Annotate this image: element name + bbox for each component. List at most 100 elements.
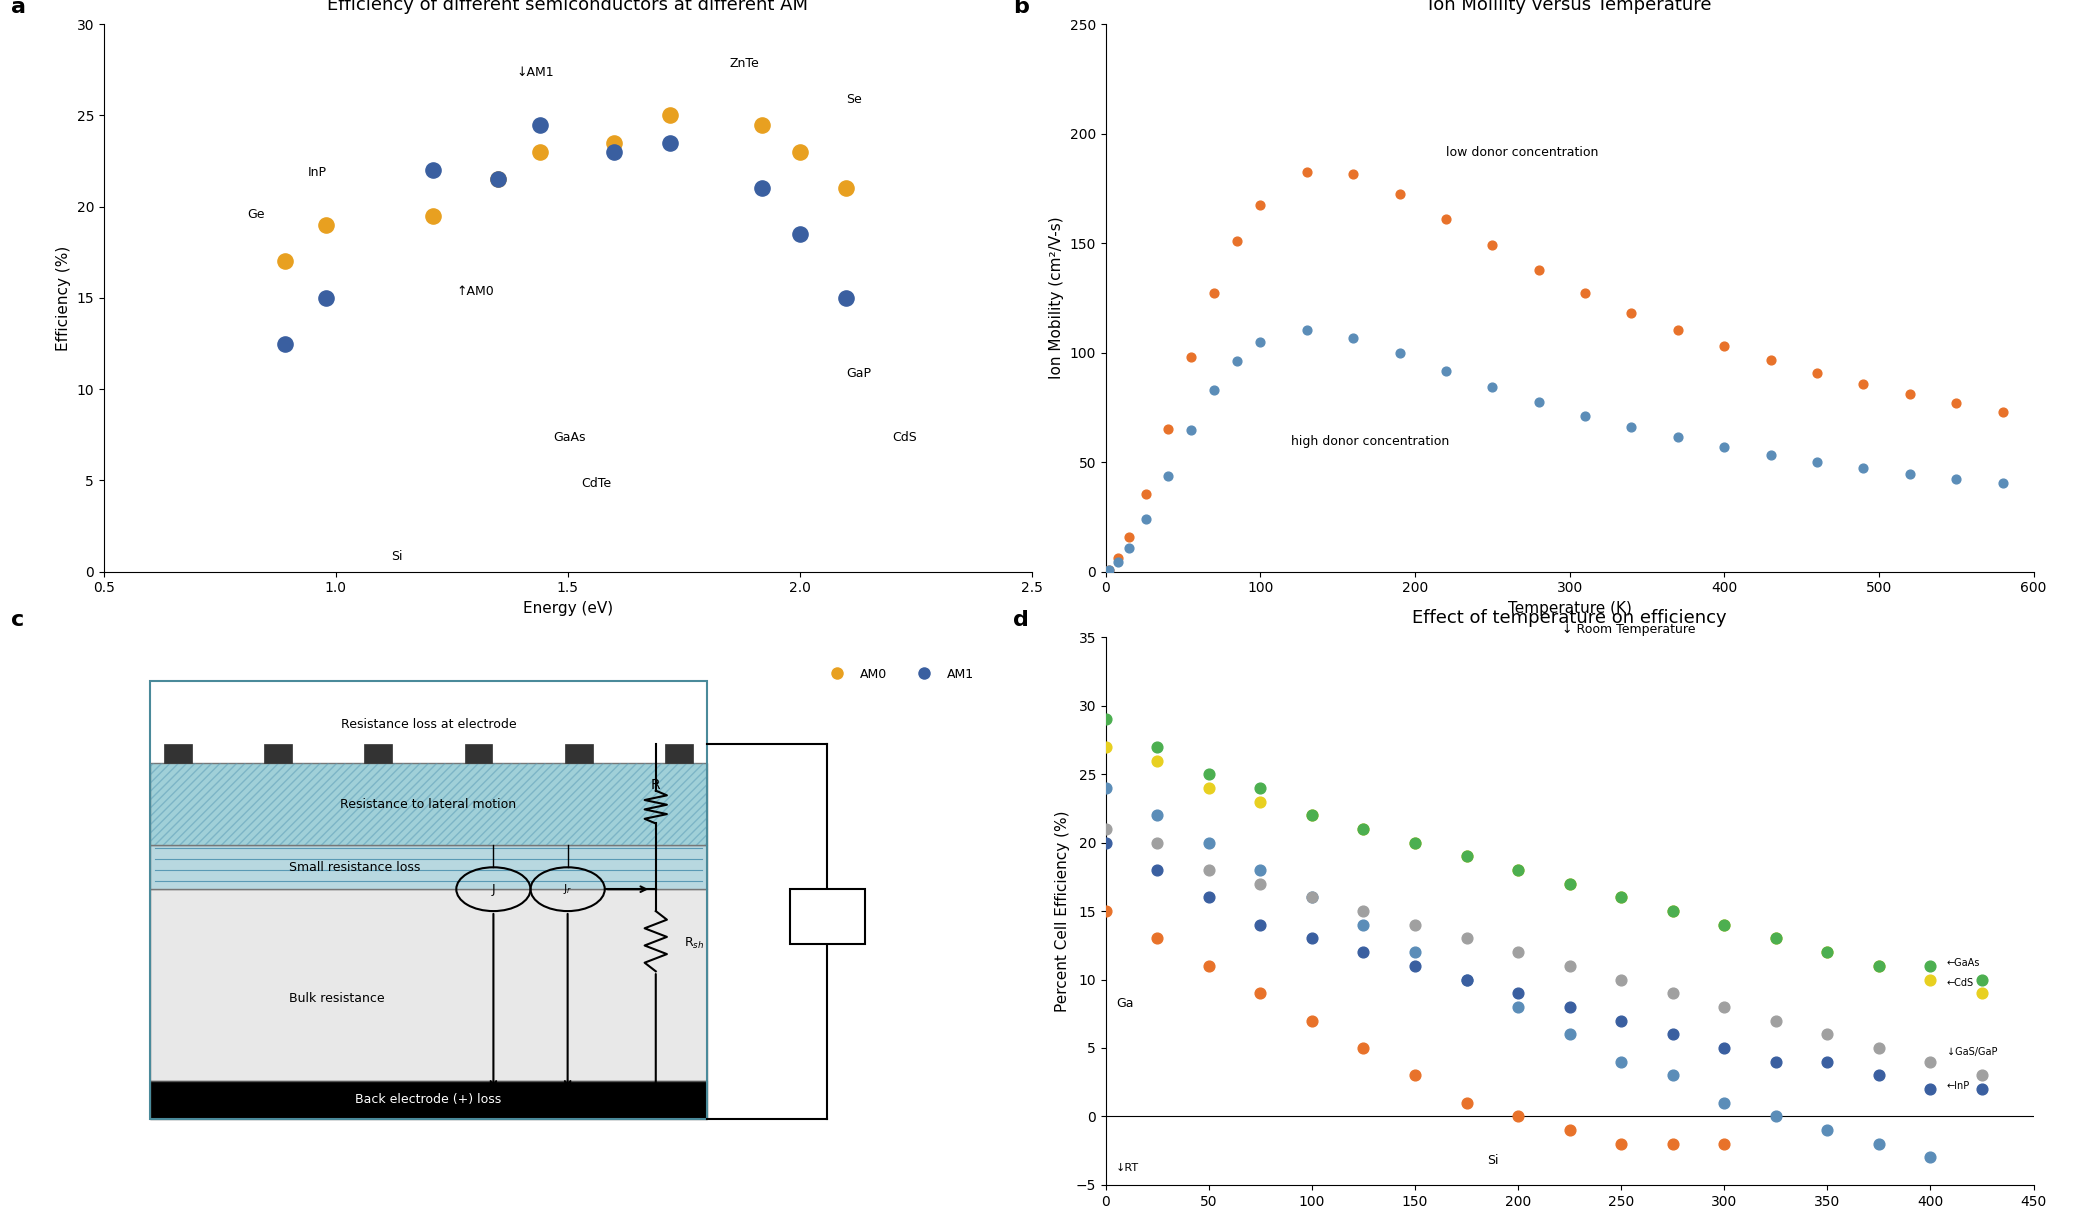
Text: InP: InP (307, 167, 328, 179)
Si (1089, 902, 1123, 921)
Point (1708, 436, 1741, 456)
GaS/GaP (1089, 820, 1123, 839)
Point (1475, 236, 1509, 255)
Point (1291, 162, 1324, 181)
GaAs (1861, 956, 1894, 976)
Text: Si: Si (392, 550, 403, 562)
Point (1847, 458, 1880, 478)
Ge (1347, 915, 1380, 935)
CdS (1399, 833, 1432, 852)
GaS/GaP (1811, 1024, 1845, 1043)
InP (1913, 1080, 1946, 1099)
Text: CdS: CdS (892, 430, 917, 444)
Point (417, 161, 450, 180)
Point (309, 215, 342, 235)
Text: R: R (652, 779, 660, 792)
Point (1102, 549, 1135, 568)
GaAs (1502, 861, 1536, 880)
CdS (1347, 820, 1380, 839)
CdS (1861, 956, 1894, 976)
Y-axis label: Percent Cell Efficiency (%): Percent Cell Efficiency (%) (1054, 810, 1071, 1012)
Text: Small resistance loss: Small resistance loss (288, 861, 421, 874)
Point (1243, 332, 1276, 352)
Si (1141, 929, 1174, 948)
Text: R$_{sh}$: R$_{sh}$ (683, 937, 703, 951)
Point (1091, 560, 1125, 579)
Point (1243, 195, 1276, 214)
Point (1382, 343, 1415, 363)
Point (1129, 484, 1162, 503)
Point (523, 143, 556, 162)
Ge (1604, 1052, 1637, 1071)
Bar (149, 889, 708, 1081)
Text: GaAs: GaAs (554, 430, 587, 444)
Point (1662, 320, 1695, 340)
Legend: AM0, AM1: AM0, AM1 (820, 663, 979, 686)
Point (830, 288, 863, 307)
Text: b: b (1013, 0, 1029, 17)
Point (268, 334, 301, 353)
Si (1295, 1011, 1328, 1030)
GaAs (1708, 915, 1741, 935)
Si (1604, 1134, 1637, 1153)
GaS/GaP (1141, 833, 1174, 852)
GaS/GaP (1604, 970, 1637, 989)
Point (1708, 336, 1741, 355)
Y-axis label: Ion Mobility (cm²/V-s): Ion Mobility (cm²/V-s) (1050, 216, 1064, 380)
Point (598, 143, 631, 162)
Legend: Donor=2.7e18 cm-3, Donor=1.3e18 cm-3: Donor=2.7e18 cm-3, Donor=1.3e18 cm-3 (1390, 679, 1749, 702)
Ge (1861, 1134, 1894, 1153)
Point (1174, 420, 1208, 439)
GaS/GaP (1552, 956, 1585, 976)
Si (1193, 956, 1226, 976)
Y-axis label: Efficiency (%): Efficiency (%) (56, 245, 71, 351)
Point (1569, 283, 1602, 302)
GaAs (1141, 737, 1174, 757)
Point (1430, 361, 1463, 381)
Point (1174, 348, 1208, 368)
GaS/GaP (1760, 1011, 1793, 1030)
Point (1523, 393, 1556, 412)
Point (1197, 283, 1230, 302)
Bar (465, 744, 492, 763)
GaS/GaP (1243, 874, 1276, 893)
Point (309, 288, 342, 307)
Text: Si: Si (1488, 1155, 1498, 1168)
Point (1291, 320, 1324, 340)
GaAs (1913, 956, 1946, 976)
Point (1197, 381, 1230, 400)
Point (654, 105, 687, 125)
GaS/GaP (1347, 902, 1380, 921)
Point (1753, 445, 1787, 464)
Ge (1141, 805, 1174, 825)
Point (1614, 417, 1648, 436)
Point (1801, 363, 1834, 382)
Si (1347, 1039, 1380, 1058)
Point (1336, 329, 1370, 348)
GaAs (1604, 887, 1637, 907)
Text: J: J (492, 883, 496, 896)
Ge (1450, 970, 1484, 989)
Point (1569, 406, 1602, 426)
Ge (1913, 1147, 1946, 1167)
Ge (1552, 1024, 1585, 1043)
Text: ↑AM0: ↑AM0 (456, 285, 494, 297)
Text: J$_r$: J$_r$ (562, 883, 573, 896)
GaS/GaP (1193, 861, 1226, 880)
CdS (1708, 915, 1741, 935)
GaAs (1450, 846, 1484, 866)
InP (1141, 861, 1174, 880)
X-axis label: Temperature (K): Temperature (K) (1509, 601, 1631, 615)
Ge (1811, 1121, 1845, 1140)
Si (1502, 1106, 1536, 1126)
GaS/GaP (1502, 943, 1536, 962)
InP (1399, 956, 1432, 976)
Ge (1656, 1065, 1689, 1084)
Point (1112, 538, 1145, 557)
CdS (1965, 984, 1998, 1003)
Point (1662, 428, 1695, 447)
InP (1243, 915, 1276, 935)
Point (1940, 394, 1973, 413)
Text: c: c (10, 611, 25, 630)
Point (598, 133, 631, 152)
